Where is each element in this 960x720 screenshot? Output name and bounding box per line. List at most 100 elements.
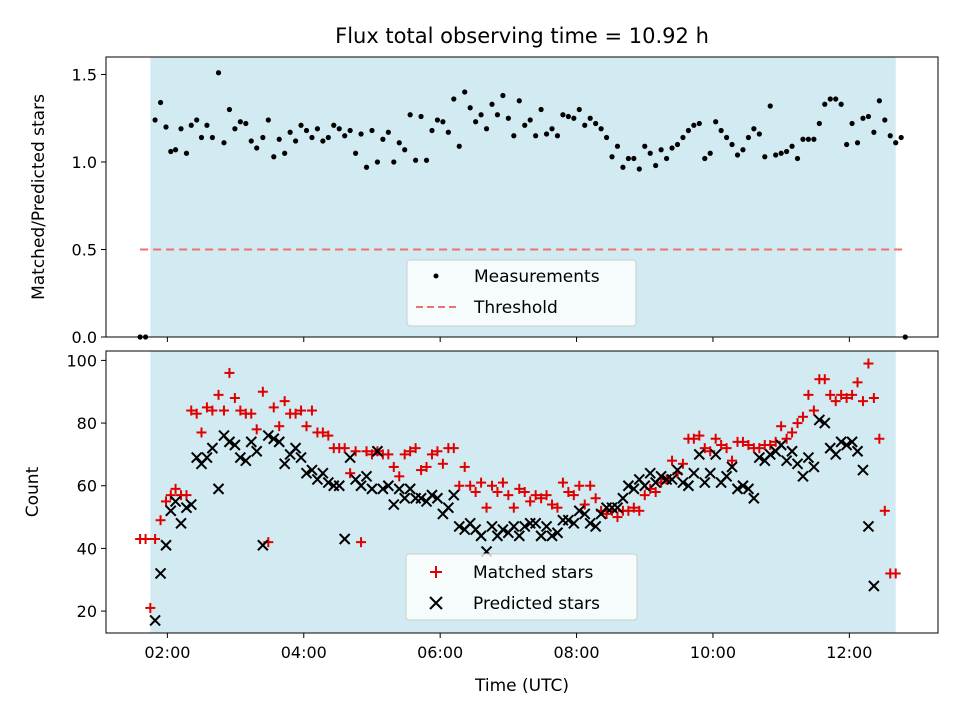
matched-star-point	[557, 477, 568, 488]
predicted-star-point	[278, 458, 291, 470]
matched-star-point	[536, 493, 547, 504]
predicted-star-point	[671, 464, 684, 476]
predicted-star-point	[371, 445, 384, 457]
predicted-star-point	[251, 445, 263, 457]
y-tick-label: 0.0	[72, 328, 97, 347]
y-tick-label: 100	[66, 351, 97, 370]
y-tick-label: 1.0	[72, 153, 97, 172]
matched-star-point	[181, 490, 192, 501]
measurement-point	[898, 134, 904, 141]
measurement-point	[276, 136, 282, 142]
measurement-point	[152, 117, 158, 123]
measurement-point	[723, 134, 730, 141]
measurement-point	[374, 159, 381, 165]
predicted-star-point	[835, 436, 847, 448]
predicted-star-point	[840, 439, 853, 451]
matched-star-point	[497, 477, 508, 488]
matched-star-point	[579, 499, 590, 510]
predicted-star-point	[617, 492, 629, 504]
measurement-point	[178, 126, 184, 132]
measurement-point	[221, 140, 227, 146]
matched-star-point	[776, 421, 787, 432]
matched-star-point	[196, 427, 207, 438]
measurement-point	[157, 99, 164, 106]
predicted-star-point	[273, 436, 285, 448]
measurement-point	[342, 133, 348, 139]
matched-star-point	[150, 534, 161, 544]
measurement-point	[385, 129, 391, 135]
predicted-star-point	[535, 530, 547, 542]
matched-star-point	[721, 443, 732, 454]
measurement-point	[237, 119, 243, 125]
measurement-point	[554, 133, 561, 139]
predicted-star-point	[366, 483, 378, 495]
matched-star-point	[601, 508, 612, 519]
matched-star-point	[186, 405, 197, 416]
measurement-point	[740, 147, 746, 153]
matched-star-point	[218, 405, 229, 416]
matched-star-point	[296, 405, 307, 416]
predicted-star-point	[775, 439, 787, 451]
predicted-star-point	[212, 483, 225, 495]
matched-star-point	[519, 487, 530, 497]
measurement-point	[647, 150, 653, 156]
matched-star-point	[508, 502, 519, 513]
matched-star-point	[574, 480, 585, 491]
matched-star-point	[868, 393, 879, 403]
predicted-star-point	[753, 451, 766, 464]
measurement-point	[762, 154, 768, 160]
measurement-point	[271, 154, 277, 160]
measurement-point	[407, 112, 413, 118]
predicted-star-point	[262, 429, 275, 442]
matched-star-point	[825, 389, 836, 400]
legend-threshold-label: Threshold	[473, 298, 558, 318]
predicted-star-point	[442, 501, 455, 514]
measurement-point	[773, 152, 779, 158]
measurement-point	[467, 105, 473, 111]
measurement-point	[674, 141, 681, 148]
predicted-star-point	[513, 530, 525, 542]
measurement-point	[713, 119, 719, 125]
matched-star-point	[350, 446, 361, 457]
matched-star-point	[792, 418, 803, 429]
measurement-point	[500, 92, 506, 99]
measurement-point	[576, 106, 582, 113]
matched-star-point	[737, 436, 748, 447]
measurement-point	[298, 122, 304, 128]
legend-measurements-label: Measurements	[474, 267, 600, 287]
matched-star-point	[841, 393, 852, 403]
measurement-point	[232, 126, 238, 132]
matched-star-point	[301, 421, 312, 432]
matched-star-point	[465, 480, 476, 491]
predicted-star-point	[175, 517, 187, 530]
predicted-star-point	[829, 448, 842, 461]
measurement-point	[445, 129, 451, 135]
matched-star-point	[306, 405, 317, 416]
predicted-star-point	[748, 492, 760, 504]
measurement-point	[718, 127, 724, 134]
measurement-point	[811, 136, 817, 142]
x-tick-label: 04:00	[281, 643, 327, 662]
y-tick-label: 0.5	[72, 241, 97, 260]
matched-star-point	[410, 443, 421, 454]
matched-star-point	[874, 433, 885, 444]
predicted-star-point	[333, 480, 345, 492]
matched-star-point	[268, 402, 279, 413]
matched-star-point	[207, 405, 218, 416]
predicted-star-point	[185, 498, 197, 511]
measurement-point	[363, 164, 370, 170]
matched-star-point	[492, 487, 503, 497]
predicted-star-point	[377, 483, 389, 495]
measurement-point	[325, 134, 331, 141]
predicted-star-point	[851, 445, 864, 457]
matched-star-point	[224, 367, 235, 378]
measurement-point	[418, 113, 424, 120]
predicted-star-point	[699, 476, 711, 489]
predicted-star-point	[388, 498, 400, 511]
matched-star-point	[388, 461, 399, 472]
measurement-point	[696, 120, 702, 127]
measurement-point	[669, 145, 675, 151]
measurement-point	[243, 120, 249, 127]
measurement-point	[702, 155, 708, 162]
predicted-star-point	[862, 520, 875, 533]
